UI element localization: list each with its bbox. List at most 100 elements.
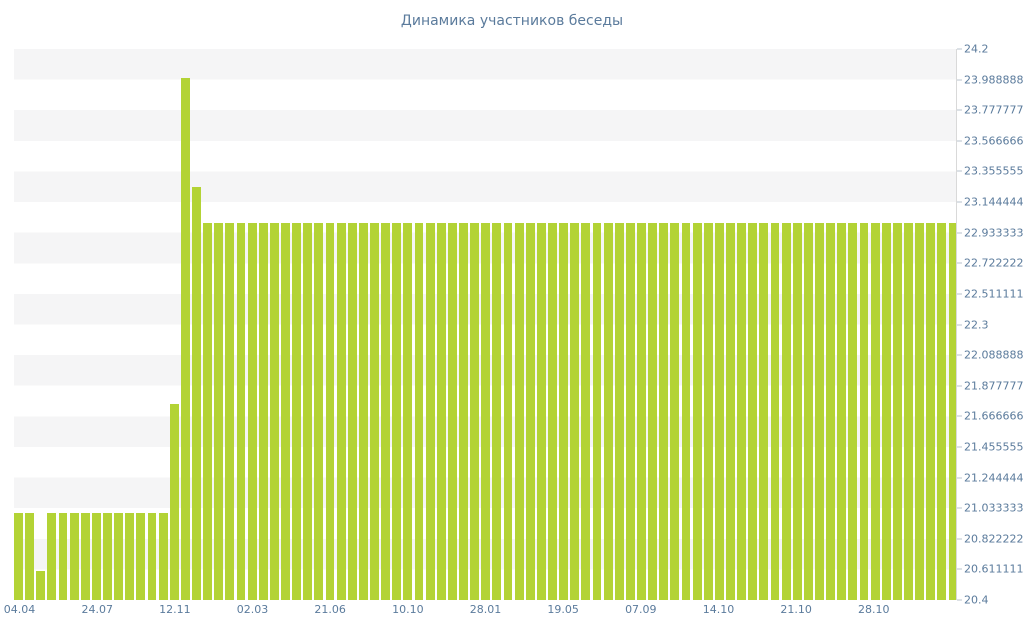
bar <box>91 513 101 600</box>
bar <box>247 223 257 600</box>
bar <box>659 223 669 600</box>
y-tick-label: 23.35555555555556 <box>964 164 1024 178</box>
bar <box>236 223 246 600</box>
bar <box>303 223 313 600</box>
y-tick-mark <box>957 109 962 111</box>
bar <box>392 223 402 600</box>
x-tick-label: 28.10 <box>858 603 890 616</box>
bar <box>792 223 802 600</box>
bar <box>703 223 713 600</box>
bar <box>459 223 468 600</box>
bar <box>892 223 902 600</box>
bar <box>103 513 112 600</box>
bar <box>47 513 57 600</box>
x-tick-label: 14.10 <box>702 603 735 616</box>
x-tick-label: 12.11 <box>159 603 191 616</box>
bar <box>447 223 457 600</box>
bar <box>180 78 190 600</box>
bar <box>803 223 813 600</box>
bar <box>325 223 335 600</box>
y-tick-mark <box>957 385 962 387</box>
y-tick-label: 21.24444444444444 <box>964 471 1024 485</box>
bar <box>859 223 869 600</box>
y-axis-line <box>956 49 957 600</box>
bar <box>370 223 379 600</box>
bar <box>503 223 513 600</box>
bar <box>192 186 201 600</box>
y-tick-label: 22.93333333333333 <box>964 226 1024 240</box>
y-tick-mark <box>957 232 962 234</box>
bar <box>225 223 235 600</box>
bar <box>358 223 368 600</box>
x-tick-label: 28.01 <box>469 603 502 616</box>
y-tick-mark <box>957 48 962 50</box>
bar <box>603 223 613 600</box>
y-tick-label: 21.87777777777778 <box>964 379 1024 393</box>
bar <box>614 223 624 600</box>
bar <box>425 223 435 600</box>
x-tick-label: 10.10 <box>392 603 424 616</box>
y-tick-mark <box>957 324 962 325</box>
bar <box>403 223 413 600</box>
y-tick-mark <box>957 79 962 81</box>
y-tick-label: 23.56666666666667 <box>964 134 1024 148</box>
y-tick-label: 22.51111111111111 <box>964 287 1024 301</box>
bar <box>114 513 124 600</box>
y-tick-label: 21.66666666666667 <box>964 409 1024 423</box>
bar <box>815 223 824 600</box>
bar <box>592 223 602 600</box>
plot-area: 24.2 23.98888888888889 23.77777777777778 23… <box>4 44 1024 616</box>
bar <box>904 223 913 600</box>
y-tick-mark <box>957 201 962 203</box>
bar <box>681 223 691 600</box>
bar <box>915 223 925 600</box>
bar <box>837 223 847 600</box>
bar <box>548 223 557 600</box>
bar <box>648 223 658 600</box>
y-tick-mark <box>957 599 962 601</box>
bar <box>314 223 324 600</box>
y-tick-mark <box>957 415 962 417</box>
y-tick-label: 21.45555555555556 <box>964 440 1024 454</box>
bar <box>848 223 858 600</box>
bar <box>581 223 591 600</box>
bar <box>770 223 780 600</box>
y-tick-mark <box>957 568 962 570</box>
bar <box>258 223 268 600</box>
bar <box>937 223 947 600</box>
chart-title: Динамика участников беседы <box>400 13 624 29</box>
bar <box>69 513 79 600</box>
bar <box>737 223 747 600</box>
bar <box>570 223 580 600</box>
y-tick-mark <box>957 446 962 448</box>
y-tick-label: 23.14444444444444 <box>964 195 1024 209</box>
bar <box>436 223 446 600</box>
bar <box>726 223 735 600</box>
bar <box>481 223 491 600</box>
y-tick-mark <box>957 170 962 172</box>
y-tick-label: 24.2 <box>964 42 989 56</box>
bar <box>80 513 90 600</box>
y-tick-mark <box>957 293 962 295</box>
y-tick-label: 20.4 <box>964 593 989 607</box>
bar <box>536 223 546 600</box>
bar <box>336 223 346 600</box>
bar <box>36 571 46 600</box>
bar <box>269 223 279 600</box>
bar <box>759 223 769 600</box>
bar <box>748 223 758 600</box>
y-tick-label: 20.82222222222222 <box>964 532 1024 546</box>
bar <box>136 513 146 600</box>
y-tick-label: 20.61111111111111 <box>964 562 1024 576</box>
y-tick-label: 22.72222222222222 <box>964 256 1024 270</box>
bar <box>881 223 891 600</box>
x-tick-label: 02.03 <box>236 603 269 616</box>
bar <box>25 513 35 600</box>
bar <box>926 223 936 600</box>
bar <box>203 223 213 600</box>
x-tick-label: 21.06 <box>314 603 346 616</box>
bar <box>625 223 635 600</box>
x-tick-label: 19.05 <box>547 603 579 616</box>
bar <box>381 223 391 600</box>
bar <box>125 513 135 600</box>
